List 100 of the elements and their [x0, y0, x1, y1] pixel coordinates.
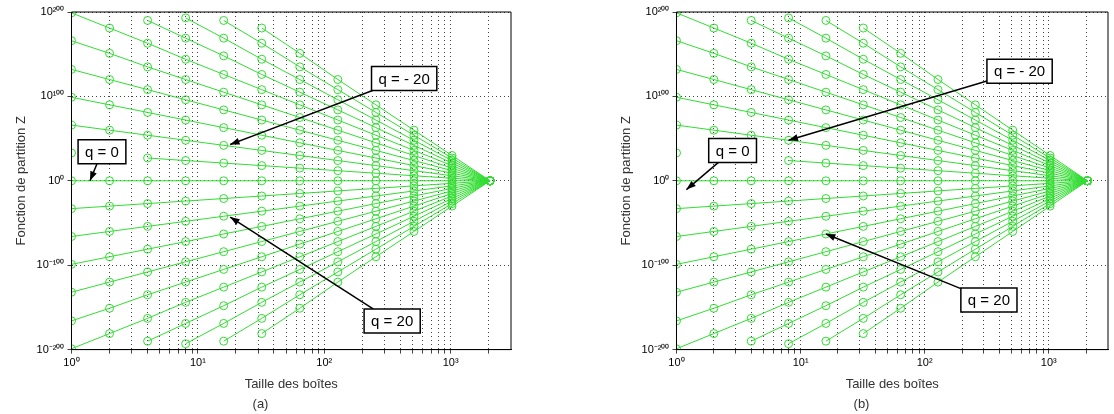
point — [784, 196, 794, 206]
point — [181, 115, 191, 125]
point — [858, 191, 868, 201]
point — [709, 23, 719, 33]
point — [1008, 176, 1018, 186]
point — [821, 282, 831, 292]
point — [105, 226, 115, 236]
point — [409, 176, 419, 186]
point — [933, 176, 943, 186]
point — [970, 115, 980, 125]
point — [709, 252, 719, 262]
point — [257, 297, 267, 307]
point — [784, 54, 794, 64]
point — [746, 221, 756, 231]
point — [896, 201, 906, 211]
point — [746, 38, 756, 48]
point — [257, 115, 267, 125]
point — [371, 237, 381, 247]
annotation: q = 20 — [371, 312, 414, 330]
point — [858, 85, 868, 95]
point — [219, 158, 229, 168]
point — [821, 211, 831, 221]
point — [257, 206, 267, 216]
y-tick-label: 10¹⁰⁰ — [40, 89, 65, 102]
annotation: q = 0 — [85, 142, 119, 160]
y-tick-label: 10⁰ — [48, 173, 65, 186]
point — [709, 226, 719, 236]
point — [821, 105, 831, 115]
point — [219, 69, 229, 79]
point — [1008, 196, 1018, 206]
point — [933, 257, 943, 267]
point — [1008, 130, 1018, 140]
point — [970, 138, 980, 148]
point — [933, 216, 943, 226]
point — [181, 156, 191, 166]
point — [1008, 161, 1018, 171]
point — [970, 237, 980, 247]
point — [896, 239, 906, 249]
point — [333, 237, 343, 247]
point — [295, 188, 305, 198]
point — [970, 183, 980, 193]
point — [295, 150, 305, 160]
point — [143, 38, 153, 48]
point — [970, 153, 980, 163]
point — [143, 15, 153, 25]
point — [1008, 171, 1018, 181]
point — [143, 62, 153, 72]
point — [933, 105, 943, 115]
point — [409, 211, 419, 221]
point — [933, 75, 943, 85]
annotation: q = 0 — [715, 141, 750, 159]
point — [219, 140, 229, 150]
point — [1008, 150, 1018, 160]
point — [784, 13, 794, 23]
point — [219, 194, 229, 204]
point — [896, 138, 906, 148]
point — [858, 282, 868, 292]
point — [821, 33, 831, 43]
point — [219, 301, 229, 311]
point — [709, 277, 719, 287]
point — [821, 69, 831, 79]
point — [295, 138, 305, 148]
point — [858, 130, 868, 140]
point — [295, 48, 305, 58]
point — [371, 221, 381, 231]
point — [858, 115, 868, 125]
point — [409, 125, 419, 135]
point — [105, 252, 115, 262]
point — [858, 145, 868, 155]
point — [746, 62, 756, 72]
point — [858, 297, 868, 307]
point — [1008, 156, 1018, 166]
point — [143, 176, 153, 186]
point — [784, 115, 794, 125]
point — [333, 206, 343, 216]
point — [371, 100, 381, 110]
point — [295, 239, 305, 249]
point — [371, 244, 381, 254]
point — [219, 282, 229, 292]
point — [933, 135, 943, 145]
point — [105, 329, 115, 339]
point — [409, 140, 419, 150]
point — [181, 196, 191, 206]
point — [970, 221, 980, 231]
point — [746, 267, 756, 277]
point — [1008, 140, 1018, 150]
point — [1008, 216, 1018, 226]
point — [143, 199, 153, 209]
point — [181, 216, 191, 226]
point — [257, 161, 267, 171]
point — [896, 252, 906, 262]
point — [933, 196, 943, 206]
point — [896, 277, 906, 287]
point — [257, 85, 267, 95]
x-tick-label: 10² — [316, 356, 333, 369]
point — [896, 87, 906, 97]
point — [970, 191, 980, 201]
point — [219, 33, 229, 43]
point — [295, 87, 305, 97]
point — [970, 199, 980, 209]
